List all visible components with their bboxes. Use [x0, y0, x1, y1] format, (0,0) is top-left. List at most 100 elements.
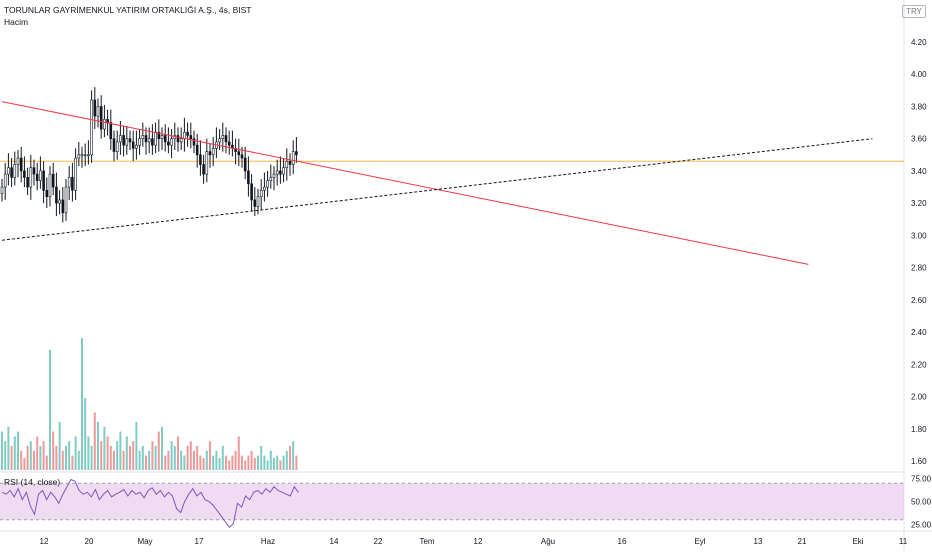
- volume-bar: [29, 441, 32, 470]
- volume-bar: [193, 450, 195, 470]
- y-tick-label: 1.80: [911, 425, 927, 434]
- currency-badge[interactable]: TRY: [902, 5, 926, 18]
- rsi-band: [0, 483, 904, 520]
- candle-body: [80, 154, 84, 157]
- x-tick-label: 20: [85, 537, 94, 546]
- y-tick-label: 2.40: [911, 328, 927, 337]
- volume-bar: [109, 446, 112, 470]
- volume-bar: [247, 455, 250, 470]
- volume-bar: [97, 422, 99, 470]
- candle-body: [247, 170, 250, 185]
- x-tick-label: Ağu: [541, 537, 555, 546]
- candle-body: [67, 177, 71, 188]
- candle-body: [179, 138, 183, 143]
- rsi-label: RSI (14, close): [4, 477, 61, 487]
- rsi-tick-label: 75.00: [911, 475, 932, 484]
- candle-body: [39, 170, 42, 181]
- volume-bar: [77, 450, 80, 470]
- volume-bar: [244, 460, 247, 470]
- candle-body: [23, 170, 26, 178]
- volume-bar: [74, 436, 77, 470]
- volume-bar: [125, 436, 128, 470]
- x-tick-label: 16: [618, 537, 627, 546]
- candle-body: [195, 144, 199, 156]
- candle-body: [237, 151, 241, 156]
- candle-body: [90, 99, 93, 156]
- volume-bar: [93, 412, 96, 470]
- volume-bar: [167, 450, 170, 470]
- candle-body: [189, 135, 193, 139]
- candle-body: [295, 151, 298, 156]
- volume-bar: [228, 460, 231, 470]
- candle-body: [288, 160, 292, 165]
- volume-bar: [100, 441, 103, 470]
- candle-body: [106, 119, 109, 123]
- volume-bar: [273, 458, 275, 470]
- candle-body: [13, 164, 17, 178]
- candle-body: [202, 164, 205, 175]
- y-tick-label: 3.20: [911, 199, 927, 208]
- candle-body: [29, 167, 33, 188]
- rsi-line: [1, 478, 299, 528]
- y-tick-label: 2.80: [911, 264, 927, 273]
- volume-bar: [132, 441, 135, 470]
- candle-body: [122, 135, 125, 146]
- volume-bar: [212, 455, 215, 470]
- candle-body: [125, 138, 129, 146]
- y-tick-label: 2.00: [911, 393, 927, 402]
- candle-body: [7, 167, 10, 175]
- candle-body: [45, 189, 49, 198]
- candle-body: [61, 199, 65, 214]
- volume-bar: [177, 436, 179, 470]
- volume-bar: [45, 455, 48, 470]
- candle-body: [74, 157, 77, 191]
- volume-bar: [119, 431, 122, 470]
- volume-bar: [186, 446, 189, 470]
- y-tick-label: 4.20: [911, 38, 927, 47]
- volume-bar: [234, 450, 237, 470]
- candle-body: [131, 141, 135, 149]
- volume-bar: [164, 455, 167, 470]
- volume-bar: [81, 338, 83, 470]
- candle-body: [186, 131, 189, 136]
- candle-body: [163, 135, 167, 143]
- volume-bar: [39, 446, 42, 470]
- volume-bar: [68, 441, 71, 470]
- candle-body: [48, 173, 52, 198]
- candle-body: [157, 131, 161, 139]
- dashed-trendline: [1, 138, 873, 241]
- volume-bar: [269, 450, 272, 470]
- volume-bar: [257, 455, 259, 470]
- candle-body: [243, 157, 247, 172]
- candle-body: [253, 199, 257, 207]
- candle-body: [119, 135, 122, 143]
- volume-bar: [1, 431, 3, 470]
- y-tick-label: 3.00: [911, 231, 927, 240]
- candle-body: [218, 138, 221, 143]
- volume-bar: [23, 458, 26, 470]
- candle-body: [144, 135, 148, 143]
- candle-body: [26, 177, 29, 188]
- candle-body: [3, 173, 7, 188]
- candle-body: [192, 138, 196, 146]
- candle-body: [272, 173, 276, 178]
- volume-bar: [289, 446, 291, 470]
- volume-bar: [215, 450, 218, 470]
- volume-bar: [231, 455, 234, 470]
- candle-body: [112, 138, 116, 152]
- volume-bar: [4, 441, 7, 470]
- volume-bar: [157, 431, 160, 470]
- volume-bar: [183, 455, 186, 470]
- candle-body: [128, 138, 132, 143]
- candle-body: [83, 154, 87, 157]
- volume-bar: [180, 450, 183, 470]
- volume-bar: [106, 436, 109, 470]
- candle-body: [269, 177, 273, 181]
- volume-bar: [7, 426, 10, 470]
- x-tick-label: Haz: [261, 537, 275, 546]
- volume-label: Hacim: [4, 17, 29, 27]
- volume-bar: [282, 455, 285, 470]
- volume-bar: [129, 446, 131, 470]
